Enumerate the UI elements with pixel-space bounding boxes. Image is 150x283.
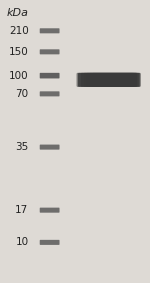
FancyBboxPatch shape [93,73,133,87]
Text: 17: 17 [15,205,28,215]
FancyBboxPatch shape [87,73,136,87]
FancyBboxPatch shape [40,145,60,150]
Text: 10: 10 [15,237,28,247]
Text: 35: 35 [15,142,28,152]
Text: kDa: kDa [6,8,29,18]
FancyBboxPatch shape [40,208,60,213]
Text: 150: 150 [9,47,28,57]
FancyBboxPatch shape [76,73,137,87]
FancyBboxPatch shape [84,73,138,87]
FancyBboxPatch shape [40,28,60,33]
FancyBboxPatch shape [40,240,60,245]
FancyBboxPatch shape [81,73,139,87]
FancyBboxPatch shape [90,73,135,87]
Text: 70: 70 [15,89,28,99]
Text: 210: 210 [9,26,28,36]
FancyBboxPatch shape [40,91,60,97]
FancyBboxPatch shape [78,73,141,87]
FancyBboxPatch shape [40,49,60,54]
FancyBboxPatch shape [40,73,60,78]
Text: 100: 100 [9,71,28,81]
